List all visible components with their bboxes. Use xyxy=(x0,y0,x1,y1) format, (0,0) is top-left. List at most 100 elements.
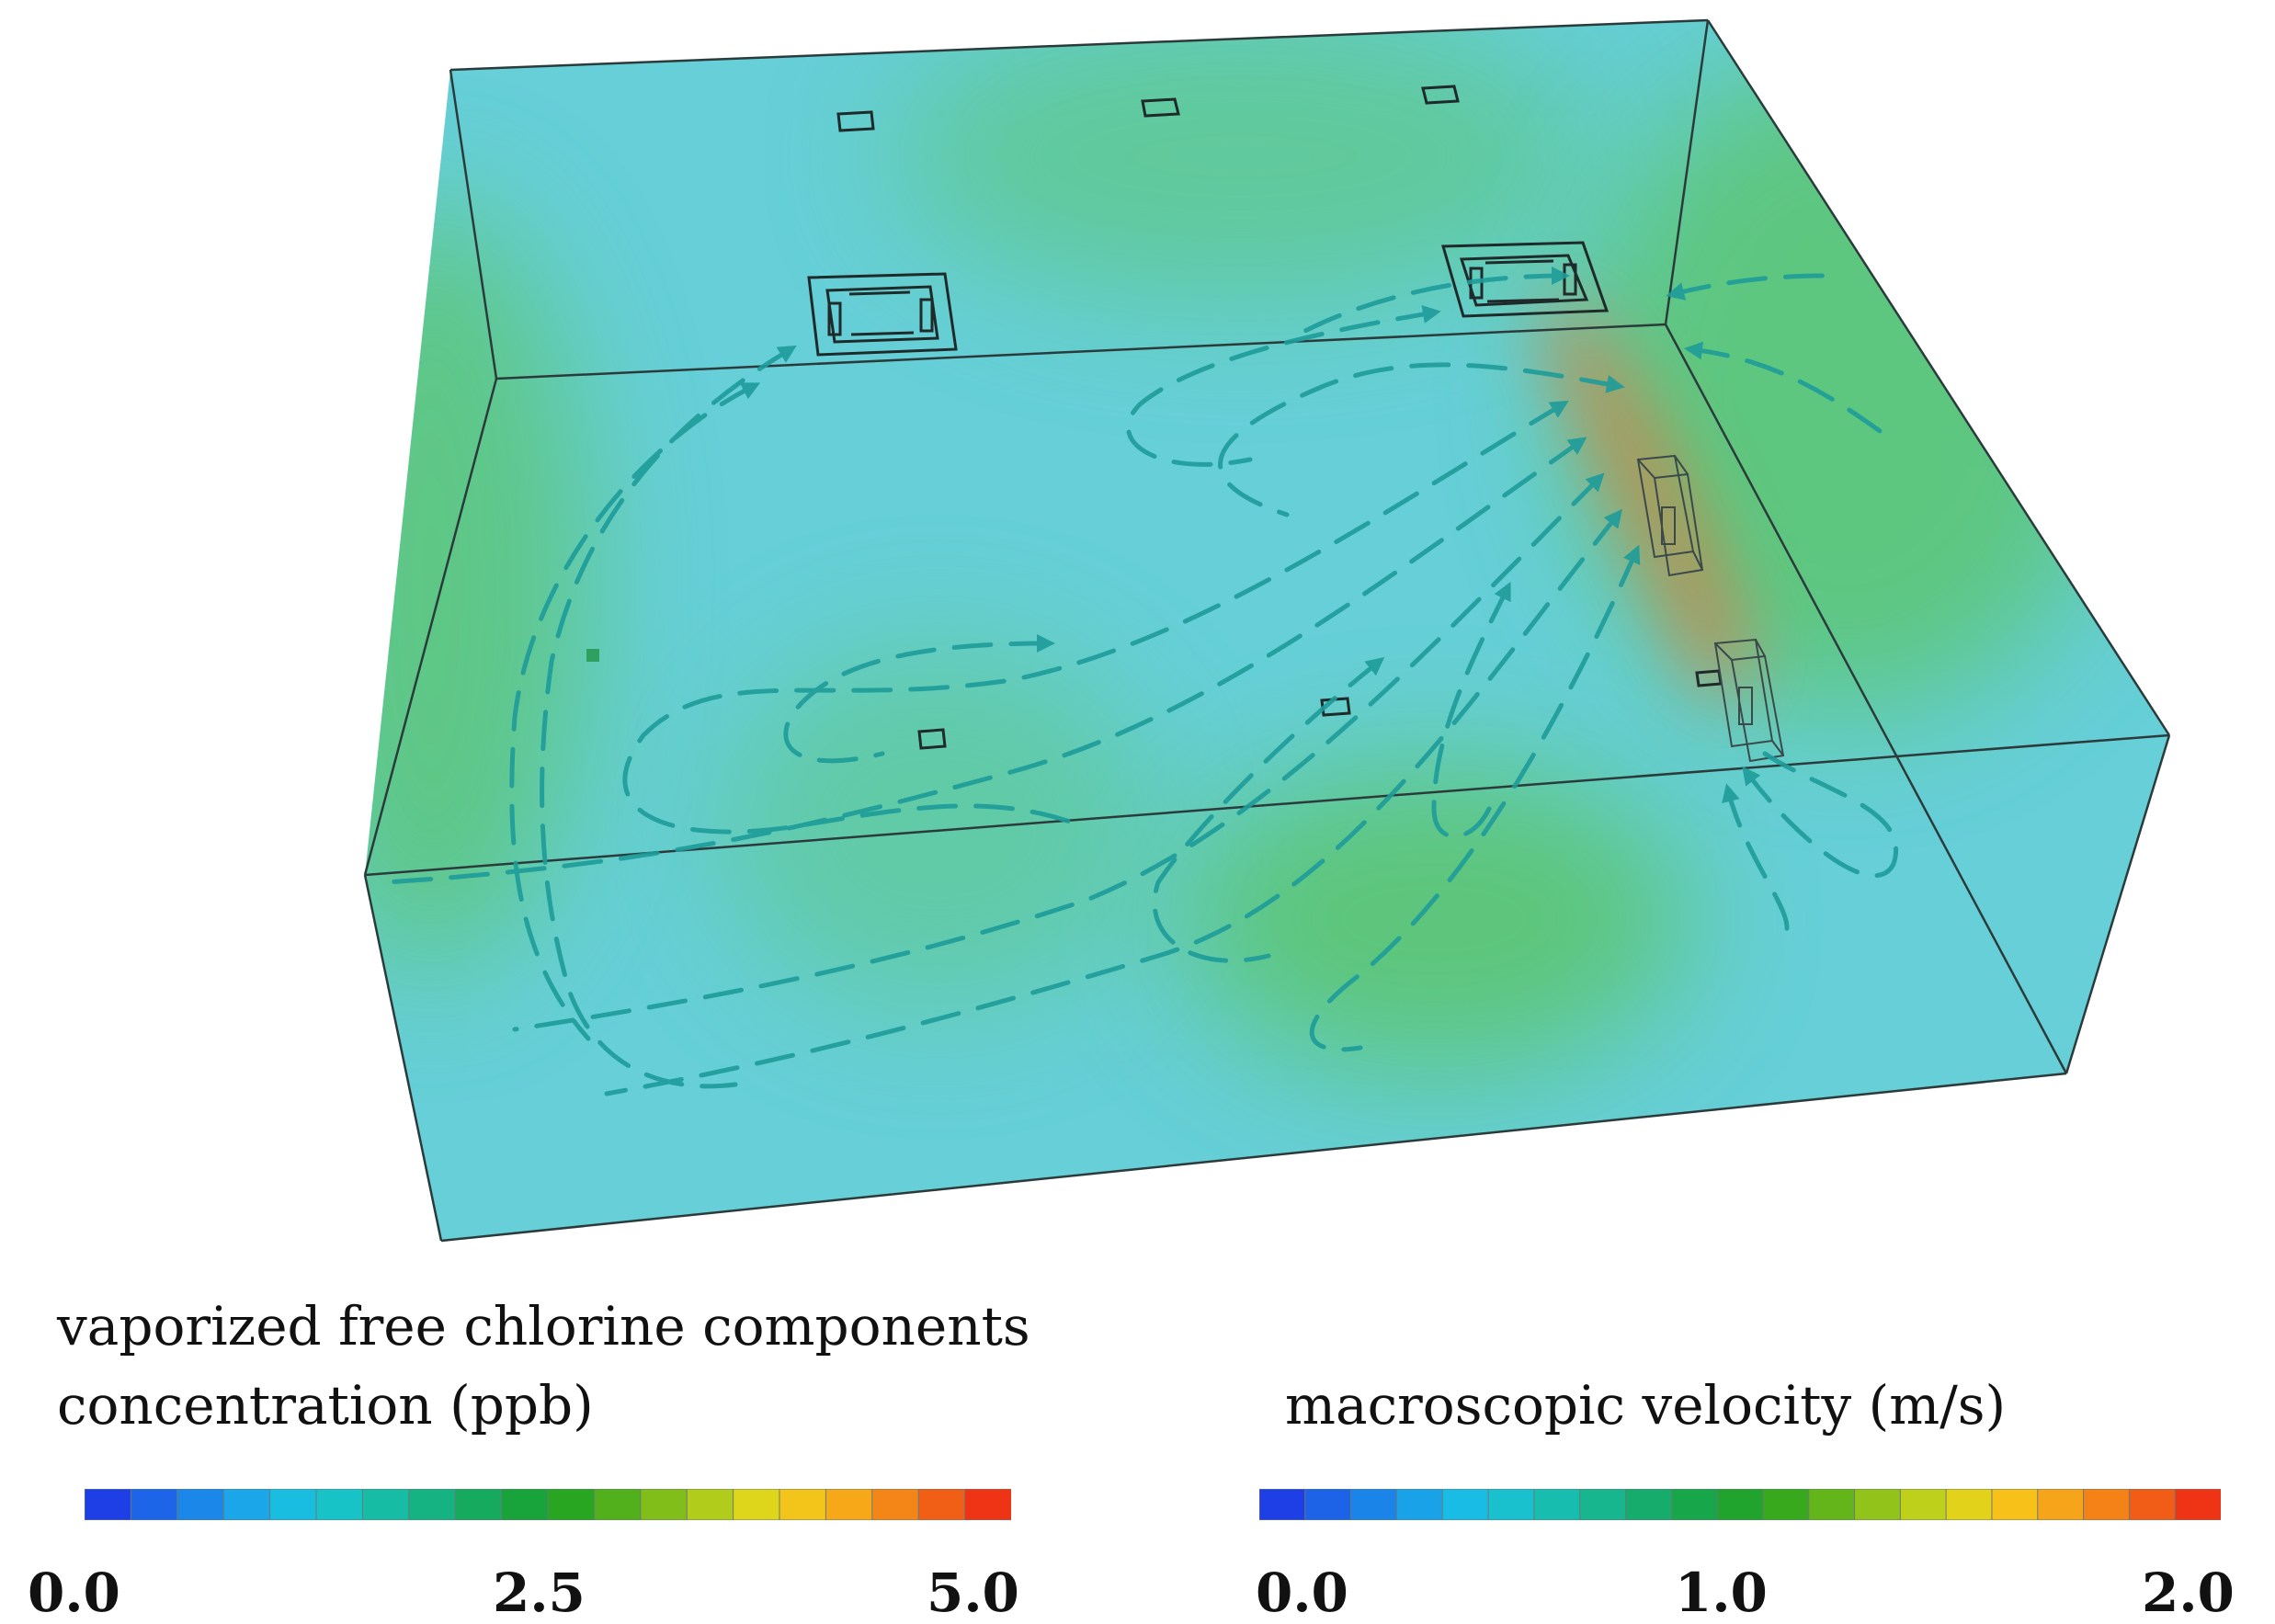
colorbar-segment xyxy=(1350,1489,1398,1520)
colorbar-segment xyxy=(547,1489,596,1520)
colorbar-segment xyxy=(1945,1489,1993,1520)
high-concentration-plume xyxy=(1544,294,1748,699)
colorbar-segment xyxy=(779,1489,827,1520)
velocity-tick-max: 2.0 xyxy=(2142,1562,2235,1624)
colorbar-segment xyxy=(361,1489,410,1520)
concentration-colorbar-svg xyxy=(85,1489,1011,1520)
green-region-right xyxy=(1572,55,2123,717)
velocity-streamlines xyxy=(383,267,1898,1096)
room-flow-visualization xyxy=(363,18,2171,1243)
colorbar-segment xyxy=(1716,1489,1764,1520)
streamline xyxy=(1742,751,1898,878)
colorbar-segment xyxy=(825,1489,873,1520)
streamline xyxy=(1218,362,1625,517)
colorbar-segment xyxy=(1533,1489,1581,1520)
velocity-colorbar xyxy=(1259,1489,2221,1520)
colorbar-segment xyxy=(640,1489,688,1520)
velocity-legend-title: macroscopic velocity (m/s) xyxy=(1285,1366,2006,1445)
colorbar-segment xyxy=(269,1489,318,1520)
colorbar-segment xyxy=(1762,1489,1810,1520)
colorbar-segment xyxy=(85,1489,132,1520)
colorbar-segment xyxy=(222,1489,271,1520)
marker-square xyxy=(586,649,599,662)
colorbar-segment xyxy=(1670,1489,1719,1520)
colorbar-segment xyxy=(176,1489,225,1520)
streamline xyxy=(1152,657,1385,963)
disinfectant-emitters xyxy=(1636,454,1785,763)
streamline xyxy=(1302,267,1570,334)
colorbar-segment xyxy=(1441,1489,1490,1520)
vent-small-3 xyxy=(1421,85,1460,105)
inner-right-edge xyxy=(1664,324,2068,1074)
streamline xyxy=(1666,273,1841,301)
concentration-tick-min: 0.0 xyxy=(28,1562,120,1624)
velocity-colorbar-svg xyxy=(1259,1489,2221,1520)
colorbar-segment xyxy=(408,1489,457,1520)
front-bottom-edge xyxy=(440,1072,2067,1243)
colorbar-segment xyxy=(1487,1489,1535,1520)
concentration-title-line-2: concentration (ppb) xyxy=(57,1374,594,1437)
colorbar-segment xyxy=(501,1489,550,1520)
green-region-left xyxy=(365,202,588,974)
room-edges xyxy=(363,18,2171,1243)
colorbar-segment xyxy=(917,1489,966,1520)
emitter-upper xyxy=(1636,454,1704,577)
green-region-floor xyxy=(1177,763,1691,1075)
left-vertical-edge xyxy=(363,874,443,1242)
colorbar-segment xyxy=(315,1489,364,1520)
streamline xyxy=(783,634,1055,764)
back-top-edge xyxy=(449,18,1709,72)
middle-plane-edge xyxy=(364,733,2170,877)
colorbar-segment xyxy=(2037,1489,2085,1520)
concentration-legend-title: vaporized free chlorine components conce… xyxy=(57,1287,1030,1445)
ceiling-fixtures xyxy=(807,85,1723,750)
colorbar-segment xyxy=(2083,1489,2131,1520)
floor-marker-3 xyxy=(1695,669,1723,687)
back-left-edge xyxy=(449,69,498,380)
green-region-top xyxy=(892,20,1590,303)
air-conditioner-right xyxy=(1441,241,1610,318)
colorbar-segment xyxy=(1304,1489,1352,1520)
concentration-colorbar xyxy=(85,1489,1011,1520)
colorbar-segment xyxy=(1624,1489,1673,1520)
colorbar-segment xyxy=(1259,1489,1306,1520)
colorbar-segment xyxy=(964,1489,1011,1520)
streamline xyxy=(1126,305,1441,467)
emitter-lower xyxy=(1713,638,1785,763)
streamline xyxy=(512,472,1605,1032)
colorbar-segment xyxy=(1395,1489,1444,1520)
colorbar-segment xyxy=(2128,1489,2177,1520)
colorbar-segment xyxy=(1991,1489,2039,1520)
velocity-title-line-1: macroscopic velocity (m/s) xyxy=(1285,1374,2007,1437)
vent-small-2 xyxy=(1141,97,1180,118)
right-vertical-edge xyxy=(2065,734,2171,1074)
back-left-to-mid xyxy=(363,378,498,876)
colorbar-segment xyxy=(454,1489,503,1520)
colorbar-segment xyxy=(2174,1489,2221,1520)
streamline xyxy=(1431,581,1511,839)
colorbar-segment xyxy=(1854,1489,1902,1520)
back-floor-edge-top xyxy=(495,323,1666,380)
streamline xyxy=(1309,544,1641,1052)
back-right-edge xyxy=(1664,19,1710,325)
streamline xyxy=(1722,783,1790,940)
streamline xyxy=(540,345,797,1089)
streamline xyxy=(383,437,1587,885)
concentration-title-line-1: vaporized free chlorine components xyxy=(57,1295,1030,1357)
streamline xyxy=(1684,341,1896,444)
colorbar-segment xyxy=(130,1489,178,1520)
concentration-tick-mid: 2.5 xyxy=(493,1562,586,1624)
colorbar-segment xyxy=(1579,1489,1627,1520)
colorbar-segment xyxy=(593,1489,642,1520)
air-conditioner-left xyxy=(807,272,958,357)
velocity-tick-mid: 1.0 xyxy=(1675,1562,1768,1624)
right-top-edge xyxy=(1706,19,2171,736)
colorbar-segment xyxy=(733,1489,780,1520)
colorbar-segment xyxy=(871,1489,920,1520)
concentration-tick-max: 5.0 xyxy=(927,1562,1019,1624)
colorbar-segment xyxy=(1899,1489,1948,1520)
streamline xyxy=(622,400,1569,835)
colorbar-segment xyxy=(1808,1489,1856,1520)
colorbar-segment xyxy=(686,1489,734,1520)
streamline xyxy=(604,508,1622,1096)
